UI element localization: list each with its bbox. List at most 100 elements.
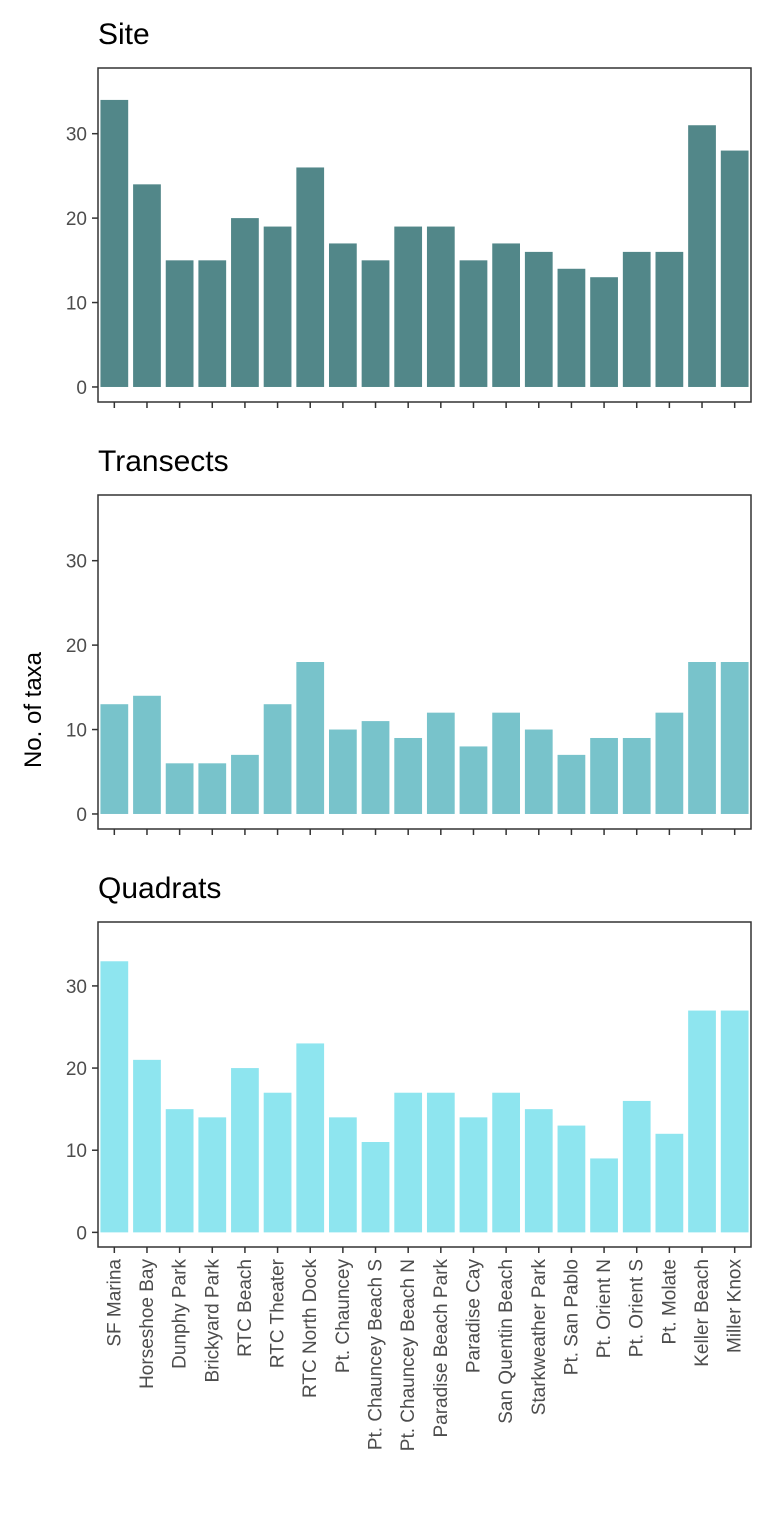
x-tick-label: Dunphy Park <box>170 1259 191 1369</box>
x-tick-label: Pt. Chauncey Beach S <box>366 1259 387 1450</box>
bar <box>231 754 259 814</box>
bar <box>426 226 455 387</box>
bar <box>361 721 390 814</box>
x-tick-label: RTC North Dock <box>300 1259 321 1399</box>
bar <box>394 737 423 814</box>
y-tick-label: 0 <box>76 805 87 826</box>
x-tick-label: Keller Beach <box>692 1259 713 1367</box>
x-tick-label: RTC Theater <box>268 1258 289 1368</box>
x-tick-label: Horseshoe Bay <box>137 1259 158 1389</box>
x-tick-label: SF Marina <box>104 1259 125 1347</box>
bar <box>622 1100 651 1233</box>
bar <box>198 1117 227 1233</box>
bar <box>492 712 520 814</box>
y-tick-label: 10 <box>66 294 87 315</box>
x-tick-label: Pt. San Pablo <box>561 1259 582 1375</box>
bar <box>655 1133 684 1233</box>
panel-frame <box>97 67 752 403</box>
y-tick-label: 20 <box>66 1059 87 1080</box>
panel-title-site: Site <box>98 18 150 51</box>
bar <box>100 704 129 814</box>
bar <box>198 763 227 814</box>
bar <box>100 99 129 387</box>
bar <box>165 763 194 814</box>
x-tick-label: Miller Knox <box>725 1259 746 1353</box>
x-tick-label: Pt. Orient N <box>594 1259 615 1358</box>
bar <box>263 1092 292 1233</box>
bar <box>459 746 488 814</box>
x-tick-label: Pt. Orient S <box>627 1259 648 1357</box>
bar <box>231 218 259 387</box>
bar <box>329 729 357 814</box>
bar <box>655 251 684 387</box>
x-tick-label: Starkweather Park <box>529 1259 550 1416</box>
bar <box>524 251 553 387</box>
x-tick-label: Pt. Chauncey <box>333 1259 354 1374</box>
bar <box>133 1059 161 1233</box>
bar <box>361 260 390 387</box>
bar <box>557 754 586 814</box>
bar <box>296 662 325 814</box>
bar <box>590 277 618 387</box>
bar <box>720 1010 749 1233</box>
y-tick-label: 20 <box>66 209 87 230</box>
bar <box>524 1109 553 1233</box>
x-tick-label: Pt. Chauncey Beach N <box>398 1259 419 1451</box>
bar <box>622 737 651 814</box>
x-tick-label: RTC Beach <box>235 1259 256 1357</box>
bar <box>688 1010 716 1233</box>
bar <box>459 260 488 387</box>
bar <box>524 729 553 814</box>
bar <box>198 260 227 387</box>
bar <box>557 1125 586 1233</box>
y-tick-label: 30 <box>66 552 87 573</box>
y-tick-label: 0 <box>76 378 87 399</box>
bar <box>688 125 716 387</box>
bar <box>394 1092 423 1233</box>
bar <box>622 251 651 387</box>
bar <box>394 226 423 387</box>
bar <box>165 1109 194 1233</box>
bar <box>492 243 520 387</box>
bar <box>231 1068 259 1233</box>
bar <box>720 662 749 814</box>
bar <box>590 737 618 814</box>
x-tick-label: Brickyard Park <box>202 1259 223 1383</box>
panel-frame <box>97 921 752 1248</box>
bar <box>263 226 292 387</box>
y-tick-label: 10 <box>66 721 87 742</box>
panel-title-transects: Transects <box>98 445 229 478</box>
bar <box>263 704 292 814</box>
bar <box>165 260 194 387</box>
x-tick-label: Pt. Molate <box>659 1259 680 1345</box>
bar <box>100 961 129 1233</box>
y-tick-label: 10 <box>66 1141 87 1162</box>
bar <box>133 695 161 814</box>
bar <box>329 1117 357 1233</box>
y-tick-label: 30 <box>66 977 87 998</box>
bar <box>655 712 684 814</box>
bar <box>720 150 749 387</box>
bar <box>361 1142 390 1233</box>
bar <box>329 243 357 387</box>
x-tick-label: Paradise Beach Park <box>431 1259 452 1438</box>
bar <box>459 1117 488 1233</box>
bar <box>133 184 161 387</box>
bar <box>426 1092 455 1233</box>
bar <box>426 712 455 814</box>
y-tick-label: 30 <box>66 125 87 146</box>
y-tick-label: 20 <box>66 636 87 657</box>
x-tick-label: San Quentin Beach <box>496 1259 517 1424</box>
bar <box>296 167 325 387</box>
bar <box>296 1043 325 1233</box>
x-tick-label: Paradise Cay <box>463 1259 484 1374</box>
bar <box>492 1092 520 1233</box>
panel-title-quadrats: Quadrats <box>98 872 221 905</box>
panel-frame <box>97 494 752 830</box>
y-axis-label: No. of taxa <box>20 651 47 768</box>
bar <box>590 1158 618 1233</box>
bar <box>557 268 586 387</box>
y-tick-label: 0 <box>76 1223 87 1244</box>
bar <box>688 662 716 814</box>
